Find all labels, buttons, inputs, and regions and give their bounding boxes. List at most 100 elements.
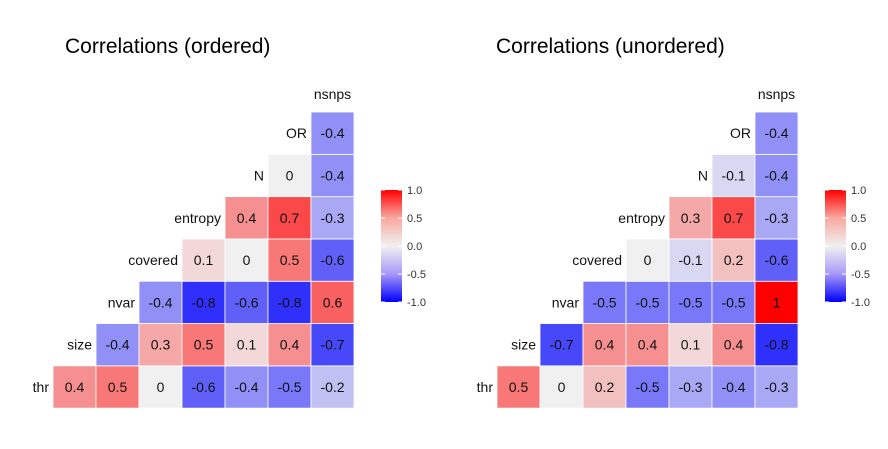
heatmap-cell	[181, 323, 226, 367]
heatmap-cell	[181, 238, 226, 282]
cell-value-label: 0.3	[681, 210, 701, 226]
heatmap-cell	[138, 323, 183, 367]
variable-label: covered	[572, 252, 622, 268]
cell-value-label: -0.8	[764, 337, 788, 353]
heatmap-cell	[754, 365, 799, 409]
legend-tick-label: 0.5	[851, 213, 866, 225]
cell-value-label: 0.7	[280, 210, 300, 226]
cell-value-label: -0.6	[191, 379, 215, 395]
heatmap-cell	[224, 196, 269, 240]
variable-label: covered	[128, 252, 178, 268]
heatmap-cell	[95, 323, 140, 367]
heatmap-cell	[754, 280, 799, 324]
cell-value-label: -0.1	[721, 168, 745, 184]
variable-label: N	[698, 168, 708, 184]
heatmap-cell	[95, 365, 140, 409]
cell-value-label: -0.4	[764, 168, 788, 184]
cell-value-label: -0.6	[320, 252, 344, 268]
variable-label: OR	[730, 125, 751, 141]
heatmap-cell	[711, 196, 756, 240]
legend-ticks-unordered: 1.0 0.5 0.0 -0.5 -1.0	[825, 185, 870, 309]
heatmap-cell	[310, 280, 355, 324]
cell-value-label: -0.3	[764, 210, 788, 226]
heatmap-cell	[668, 196, 713, 240]
variable-label: size	[511, 337, 536, 353]
cell-value-label: 0.6	[323, 294, 343, 310]
legend-tick-label: -0.5	[407, 269, 426, 281]
variable-label: nvar	[108, 294, 136, 310]
cell-value-label: -0.4	[320, 125, 344, 141]
heatmap-cell	[310, 111, 355, 155]
heatmap-cell	[267, 365, 312, 409]
cell-value-label: -0.8	[191, 294, 215, 310]
legend-tick-label: 1.0	[851, 185, 866, 197]
cell-value-label: -0.1	[678, 252, 702, 268]
cell-value-label: 0.4	[724, 337, 744, 353]
cell-value-label: -0.5	[721, 294, 745, 310]
variable-label: nsnps	[758, 86, 795, 102]
cell-value-label: -0.5	[635, 379, 659, 395]
heatmap-cell	[754, 196, 799, 240]
heatmap-cell	[310, 153, 355, 198]
cell-value-label: 0	[644, 252, 652, 268]
cell-value-label: -0.8	[277, 294, 301, 310]
cell-value-label: -0.6	[234, 294, 258, 310]
panel-ordered: Correlations (ordered) 0.4 0.5 0 -0.6 -0.4 -0…	[33, 35, 426, 409]
variable-label: N	[254, 168, 264, 184]
cell-value-label: -0.3	[764, 379, 788, 395]
cell-value-label: -0.5	[678, 294, 702, 310]
cell-value-label: 0.5	[194, 337, 214, 353]
cell-value-label: 0	[157, 379, 165, 395]
legend-tick-label: 0.5	[407, 213, 422, 225]
legend-tick-label: -1.0	[851, 297, 870, 309]
cell-value-label: -0.3	[320, 210, 344, 226]
legend-tick-label: -0.5	[851, 269, 870, 281]
heatmap-cell	[267, 238, 312, 282]
cell-value-label: 0.5	[108, 379, 128, 395]
cell-value-label: 1	[773, 294, 781, 310]
panel-unordered: Correlations (unordered) 0.5 0 0.2 -0.5 -0.3…	[477, 35, 870, 409]
legend-colorbar	[825, 190, 846, 302]
variable-label: OR	[286, 125, 307, 141]
color-legend-ordered: 1.0 0.5 0.0 -0.5 -1.0	[381, 185, 426, 309]
cell-value-label: 0.4	[280, 337, 300, 353]
cell-value-label: 0.3	[151, 337, 171, 353]
cell-value-label: 0	[286, 168, 294, 184]
heatmap-cell	[539, 323, 584, 367]
legend-ticks-ordered: 1.0 0.5 0.0 -0.5 -1.0	[381, 185, 426, 309]
chart-title-unordered: Correlations (unordered)	[496, 35, 725, 58]
heatmap-cell	[582, 323, 627, 367]
variable-label: thr	[33, 379, 50, 395]
cell-value-label: 0.2	[724, 252, 744, 268]
heatmap-cell	[711, 280, 756, 324]
heatmap-cell	[754, 111, 799, 155]
heatmap-cell	[224, 280, 269, 324]
cell-value-label: -0.4	[764, 125, 788, 141]
cell-value-label: -0.2	[320, 379, 344, 395]
heatmap-cell	[625, 280, 670, 324]
variable-labels-unordered: thr size nvar covered entropy N OR nsnps	[477, 86, 796, 395]
cell-value-label: 0.7	[724, 210, 744, 226]
cell-value-label: -0.4	[148, 294, 172, 310]
chart-title-ordered: Correlations (ordered)	[65, 35, 270, 58]
heatmap-cell	[668, 238, 713, 282]
heatmap-cell	[625, 238, 670, 282]
heatmap-cell	[496, 365, 541, 409]
heatmap-cell	[711, 365, 756, 409]
legend-tick-label: 0.0	[407, 241, 422, 253]
heatmap-cell	[310, 323, 355, 367]
legend-colorbar	[381, 190, 402, 302]
heatmap-cell	[310, 365, 355, 409]
variable-label: entropy	[174, 210, 221, 226]
cell-value-label: -0.5	[277, 379, 301, 395]
heatmap-cell	[267, 323, 312, 367]
cell-value-label: -0.6	[764, 252, 788, 268]
heatmap-cell	[582, 365, 627, 409]
variable-label: size	[67, 337, 92, 353]
heatmap-cells-ordered: 0.4 0.5 0 -0.6 -0.4 -0.5 -0.2 -0.4 0.3 0.5 0.1 0.4 -…	[52, 111, 355, 409]
variable-label: entropy	[618, 210, 665, 226]
heatmap-cell	[310, 196, 355, 240]
legend-tick-label: -1.0	[407, 297, 426, 309]
heatmap-cell	[754, 323, 799, 367]
heatmap-cell	[138, 280, 183, 324]
